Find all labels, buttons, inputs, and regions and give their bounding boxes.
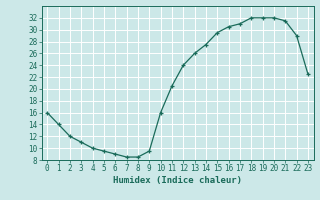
X-axis label: Humidex (Indice chaleur): Humidex (Indice chaleur) xyxy=(113,176,242,185)
